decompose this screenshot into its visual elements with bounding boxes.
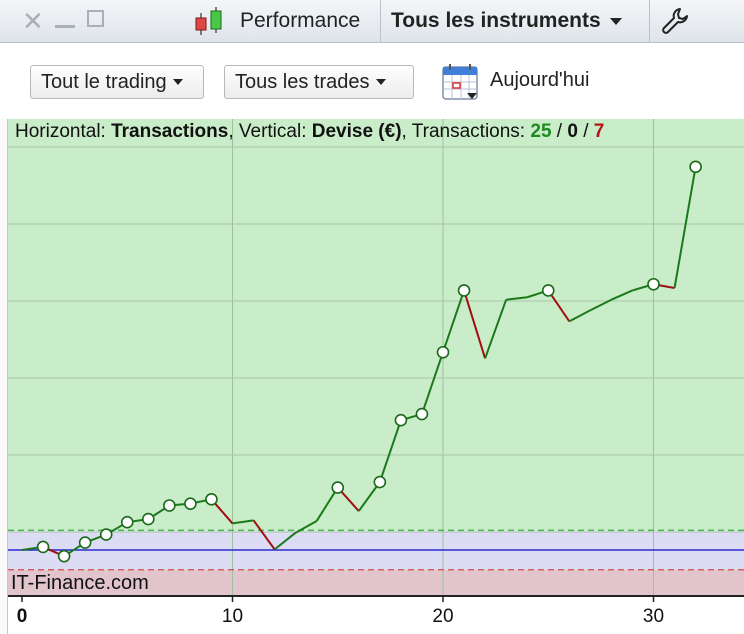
maximize-icon[interactable] xyxy=(87,10,104,27)
data-point xyxy=(331,481,345,494)
chevron-down-icon xyxy=(375,79,386,85)
x-tick-label: 20 xyxy=(432,606,453,627)
data-point xyxy=(457,284,471,297)
filter-toolbar: Tout le trading Tous les trades Aujourd'… xyxy=(8,43,744,119)
vertical-value: Devise (€) xyxy=(311,121,402,142)
performance-label: Performance xyxy=(240,9,361,32)
separator: / xyxy=(551,121,568,142)
data-point xyxy=(436,345,450,359)
data-point xyxy=(142,512,155,526)
calendar-icon[interactable] xyxy=(441,63,481,103)
data-point xyxy=(373,475,387,489)
close-icon[interactable]: ✕ xyxy=(22,6,44,36)
profit-zone xyxy=(8,119,744,531)
separator: / xyxy=(577,121,594,142)
data-point xyxy=(36,540,50,554)
data-point xyxy=(541,284,555,297)
trades-filter-dropdown[interactable]: Tous les trades xyxy=(224,65,414,99)
equity-segment xyxy=(273,531,297,551)
data-point xyxy=(57,549,71,563)
chart-summary: Horizontal: Transactions, Vertical: Devi… xyxy=(15,121,604,143)
equity-segment xyxy=(421,351,444,415)
window-left-edge xyxy=(0,119,8,634)
horizontal-label: Horizontal: xyxy=(15,121,112,142)
even-count: 0 xyxy=(567,121,578,142)
title-bar: ✕ Performance Tous les instruments xyxy=(0,0,744,43)
data-point xyxy=(184,497,197,510)
x-tick-label: 30 xyxy=(643,606,664,627)
transactions-label: , Transactions: xyxy=(401,121,531,142)
data-point xyxy=(120,515,134,529)
wins-count: 25 xyxy=(530,121,552,142)
equity-segment xyxy=(506,296,528,301)
chevron-down-icon xyxy=(609,17,622,25)
data-point xyxy=(163,499,176,512)
x-tick-label: 10 xyxy=(222,606,243,627)
equity-segment xyxy=(442,290,465,353)
equity-segment xyxy=(232,519,254,525)
equity-segment xyxy=(463,290,487,359)
instruments-label: Tous les instruments xyxy=(391,9,601,32)
horizontal-value: Transactions xyxy=(111,121,229,142)
equity-segment xyxy=(252,519,276,550)
instruments-dropdown[interactable]: Tous les instruments xyxy=(380,0,650,42)
data-point xyxy=(415,407,429,421)
equity-segment xyxy=(295,520,318,534)
losses-count: 7 xyxy=(593,121,605,142)
trades-filter-label: Tous les trades xyxy=(235,70,370,93)
axis-area xyxy=(8,596,744,634)
data-point xyxy=(78,536,92,549)
data-point xyxy=(99,528,113,541)
equity-segment xyxy=(568,309,591,323)
equity-segment xyxy=(378,419,402,483)
equity-segment xyxy=(484,299,508,359)
trading-filter-label: Tout le trading xyxy=(41,70,167,93)
chevron-down-icon xyxy=(172,79,183,85)
equity-segment xyxy=(673,166,697,289)
performance-button[interactable]: Performance xyxy=(192,0,378,42)
minimize-icon[interactable] xyxy=(55,8,75,28)
wrench-icon[interactable] xyxy=(660,6,690,36)
candlestick-icon xyxy=(195,7,222,35)
equity-curve-svg: 0 10 20 30 xyxy=(8,119,744,634)
date-filter-label[interactable]: Aujourd'hui xyxy=(490,69,590,91)
brand-label: IT-Finance.com xyxy=(11,572,149,594)
data-point xyxy=(689,160,702,174)
equity-segment xyxy=(610,289,633,301)
data-point xyxy=(394,413,408,427)
equity-segment xyxy=(315,487,339,522)
vertical-label: , Vertical: xyxy=(228,121,312,142)
equity-segment xyxy=(589,298,612,312)
data-point xyxy=(647,277,660,291)
loss-zone xyxy=(8,569,744,596)
x-tick-label: 0 xyxy=(17,606,28,627)
trading-filter-dropdown[interactable]: Tout le trading xyxy=(30,65,204,99)
data-point xyxy=(205,493,218,506)
performance-chart: 0 10 20 30 Horizontal: Transactions, Vertic… xyxy=(8,119,744,634)
